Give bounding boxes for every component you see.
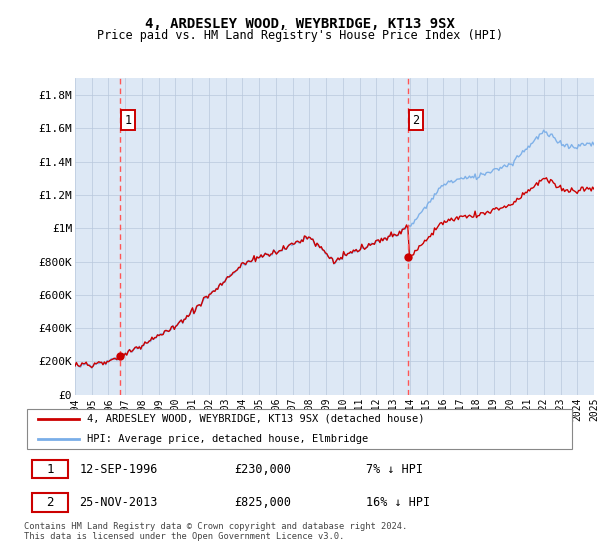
Text: 1: 1 xyxy=(46,463,54,475)
Text: 2: 2 xyxy=(46,496,54,509)
Text: 4, ARDESLEY WOOD, WEYBRIDGE, KT13 9SX (detached house): 4, ARDESLEY WOOD, WEYBRIDGE, KT13 9SX (d… xyxy=(88,414,425,424)
FancyBboxPatch shape xyxy=(27,409,572,449)
Text: £825,000: £825,000 xyxy=(234,496,291,509)
FancyBboxPatch shape xyxy=(32,493,68,512)
Text: 7% ↓ HPI: 7% ↓ HPI xyxy=(366,463,423,475)
Text: 12-SEP-1996: 12-SEP-1996 xyxy=(79,463,158,475)
Text: Contains HM Land Registry data © Crown copyright and database right 2024.
This d: Contains HM Land Registry data © Crown c… xyxy=(24,522,407,542)
Text: HPI: Average price, detached house, Elmbridge: HPI: Average price, detached house, Elmb… xyxy=(88,434,369,444)
Text: 1: 1 xyxy=(125,114,131,127)
Text: 25-NOV-2013: 25-NOV-2013 xyxy=(79,496,158,509)
Text: 2: 2 xyxy=(412,114,419,127)
Text: 4, ARDESLEY WOOD, WEYBRIDGE, KT13 9SX: 4, ARDESLEY WOOD, WEYBRIDGE, KT13 9SX xyxy=(145,17,455,31)
Text: £230,000: £230,000 xyxy=(234,463,291,475)
FancyBboxPatch shape xyxy=(32,460,68,478)
Text: Price paid vs. HM Land Registry's House Price Index (HPI): Price paid vs. HM Land Registry's House … xyxy=(97,29,503,42)
Text: 16% ↓ HPI: 16% ↓ HPI xyxy=(366,496,430,509)
